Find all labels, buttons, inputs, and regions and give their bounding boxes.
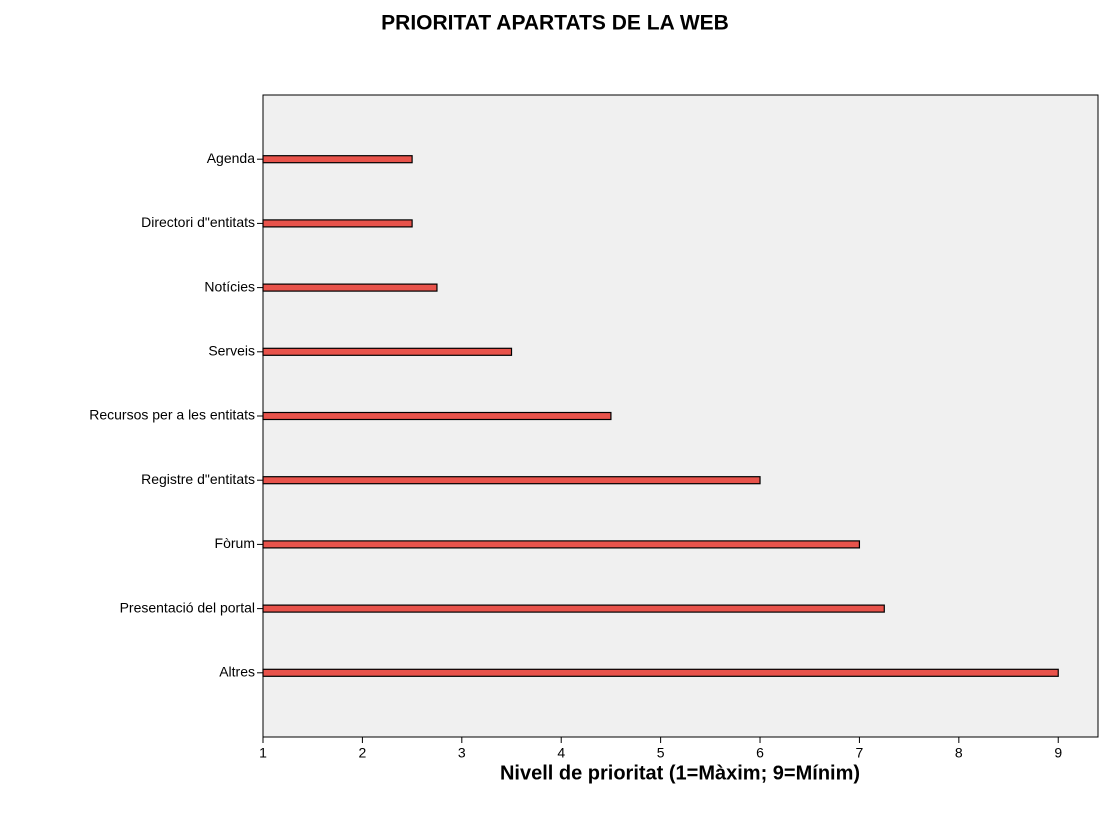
- bar: [262, 347, 513, 356]
- bar: [262, 476, 761, 485]
- x-tick-label: 7: [856, 745, 864, 761]
- bar: [262, 668, 1059, 677]
- x-tick-label: 1: [259, 745, 267, 761]
- y-tick-label: Altres: [219, 664, 255, 680]
- y-tick-label: Serveis: [208, 343, 255, 359]
- y-tick-label: Registre d"entitats: [141, 471, 255, 487]
- y-tick-label: Directori d"entitats: [141, 214, 255, 230]
- y-tick-label: Agenda: [207, 150, 255, 166]
- x-tick-label: 4: [557, 745, 565, 761]
- x-tick-label: 5: [657, 745, 665, 761]
- bar: [262, 283, 438, 292]
- x-tick-label: 3: [458, 745, 466, 761]
- bar: [262, 411, 612, 421]
- bar: [262, 540, 861, 549]
- x-tick-label: 9: [1054, 745, 1062, 761]
- y-tick-label: Notícies: [204, 278, 255, 294]
- chart-title: PRIORITAT APARTATS DE LA WEB: [381, 12, 729, 35]
- bar: [262, 604, 885, 613]
- bar: [262, 219, 413, 228]
- y-tick-label: Fòrum: [215, 535, 255, 551]
- x-tick-label: 2: [359, 745, 367, 761]
- y-tick-label: Presentació del portal: [120, 599, 255, 615]
- y-tick-label: Recursos per a les entitats: [89, 407, 255, 423]
- bar: [262, 155, 413, 164]
- x-tick-label: 6: [756, 745, 764, 761]
- x-axis-label: Nivell de prioritat (1=Màxim; 9=Mínim): [500, 762, 860, 784]
- x-tick-label: 8: [955, 745, 963, 761]
